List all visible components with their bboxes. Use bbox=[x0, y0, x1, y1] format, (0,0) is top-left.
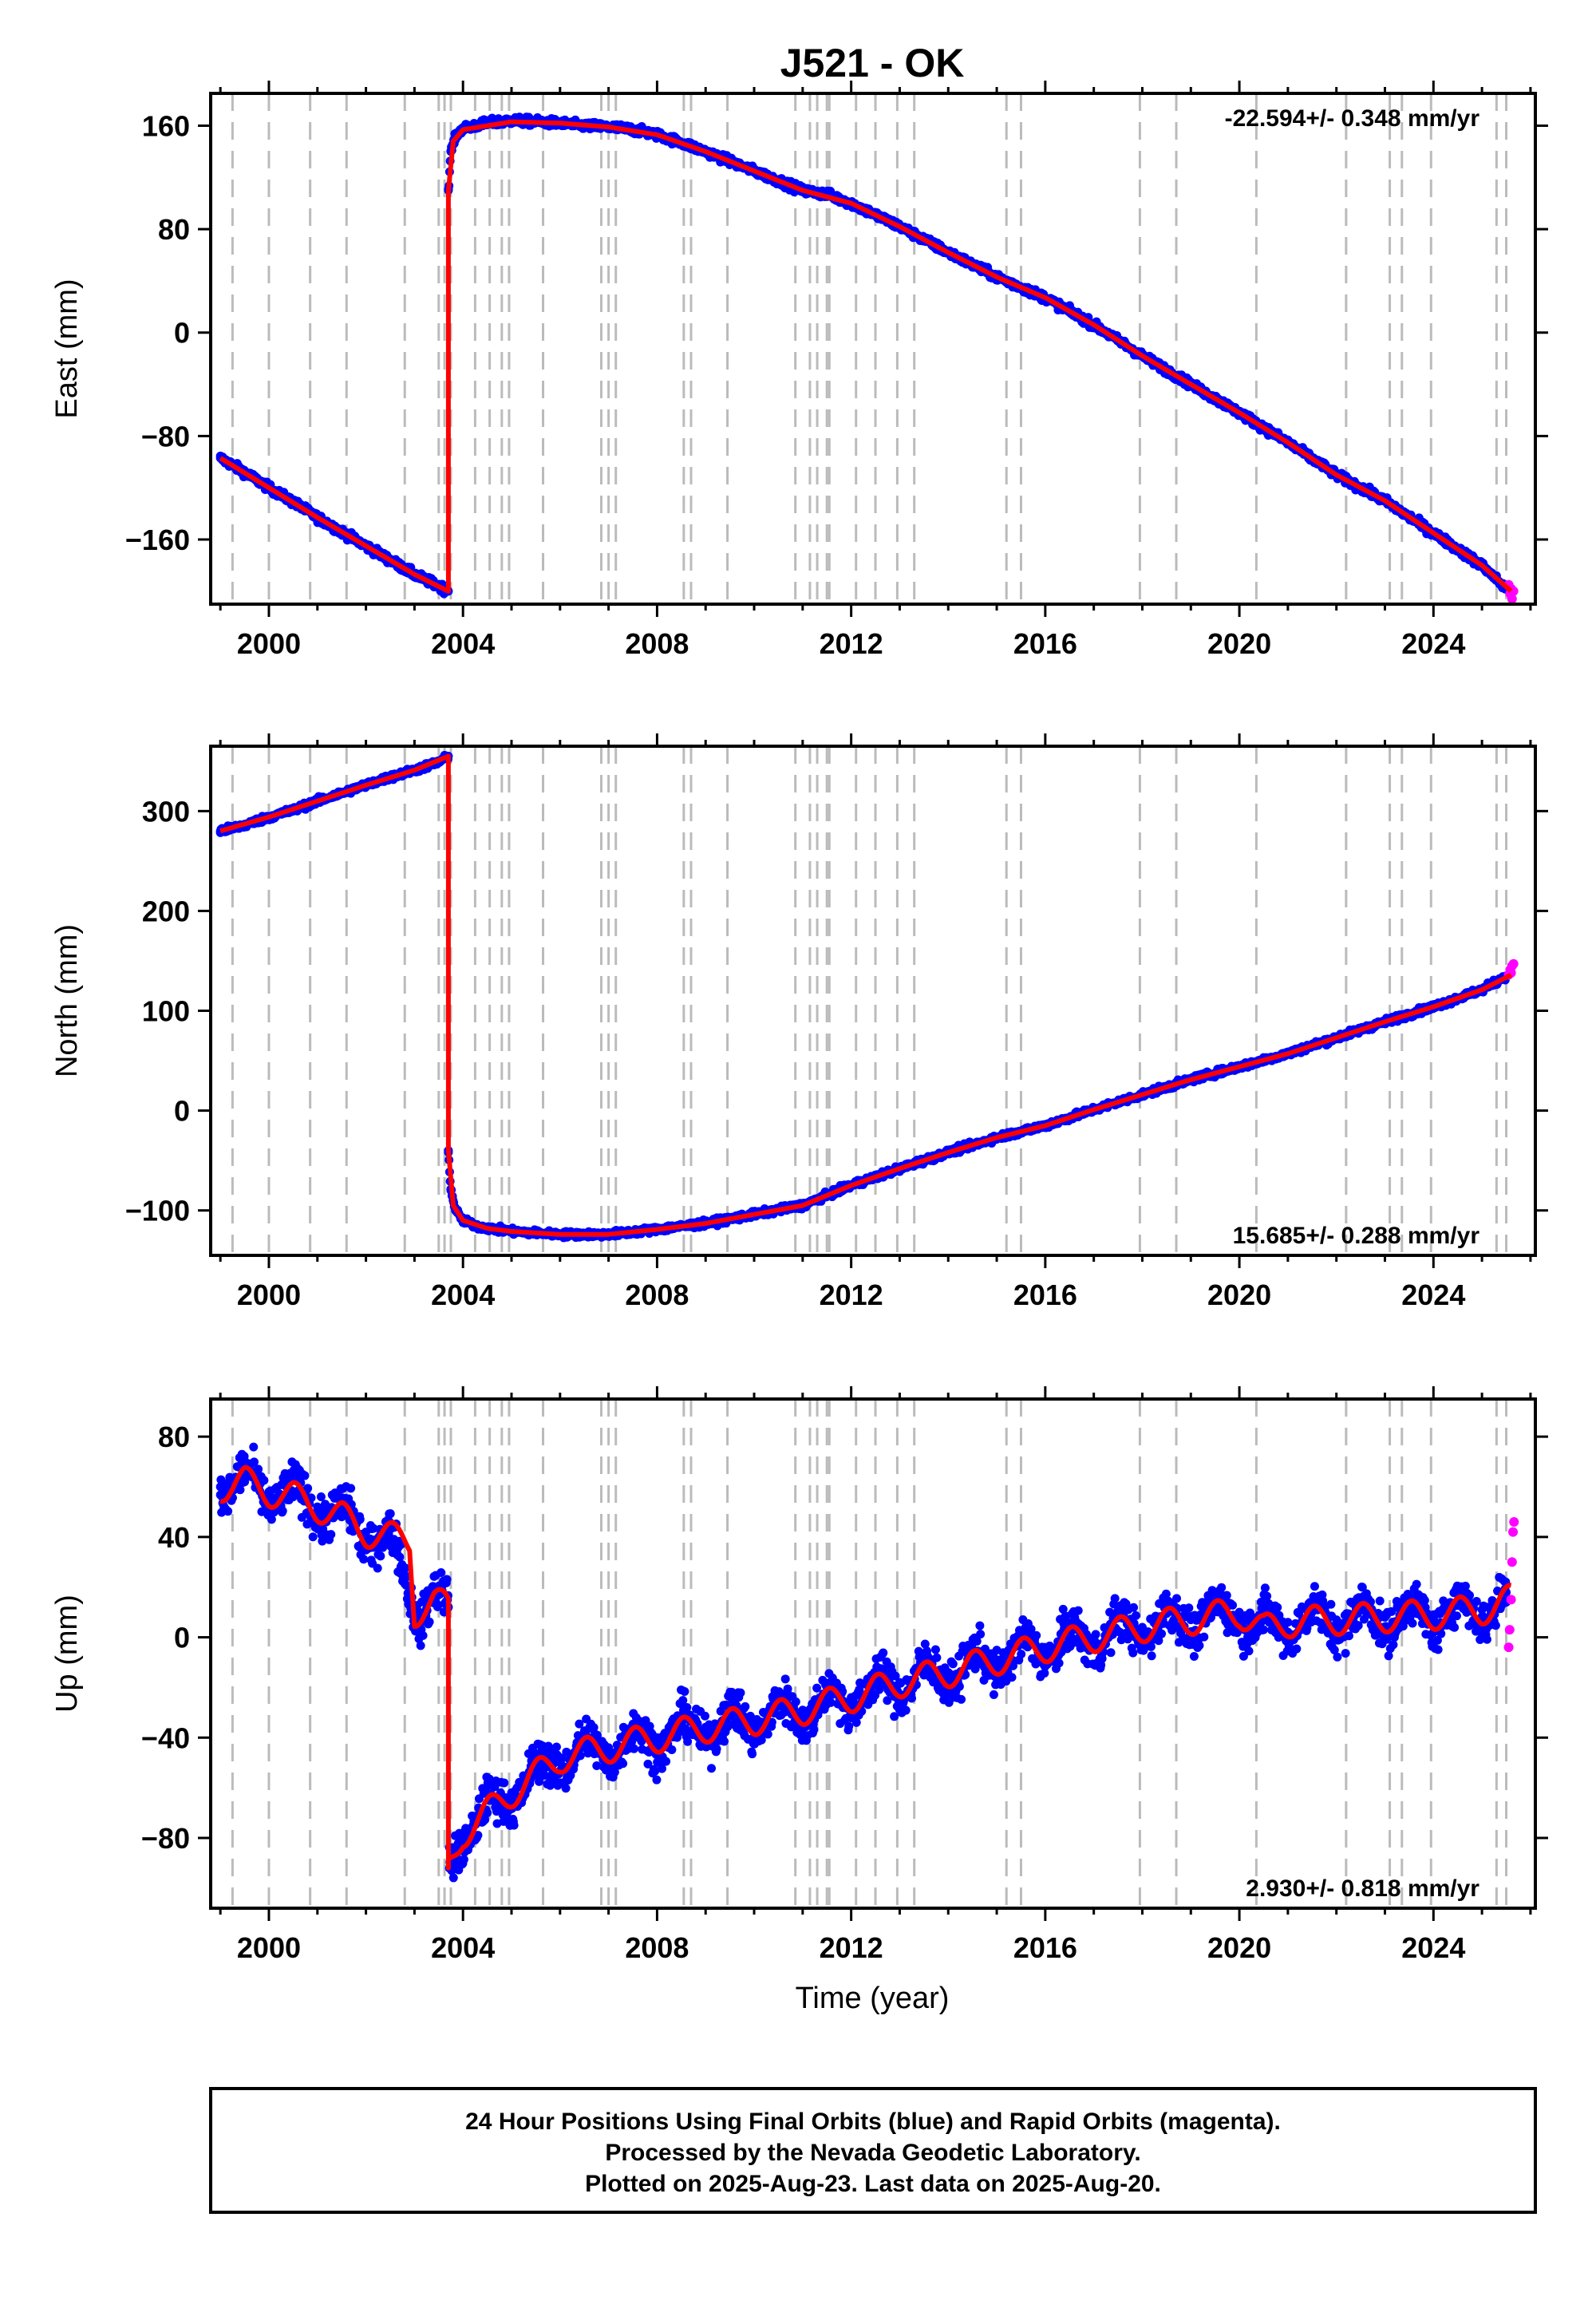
up-final-point bbox=[326, 1530, 336, 1539]
north-model-fit bbox=[219, 753, 1512, 1237]
north-xtick-label: 2008 bbox=[625, 1279, 689, 1311]
north-xtick-label: 2012 bbox=[820, 1279, 883, 1311]
up-final-point bbox=[355, 1515, 365, 1524]
north-ticks: 300 200 100 0 −100 2000 2004 2008 2012 2016 2020 20… bbox=[125, 733, 1548, 1311]
up-final-point bbox=[249, 1457, 259, 1467]
east-rate-label: -22.594+/- 0.348 mm/yr bbox=[1225, 105, 1480, 132]
east-ytick-label: 80 bbox=[158, 213, 190, 246]
up-final-point bbox=[303, 1484, 313, 1493]
east-xtick-label: 2004 bbox=[431, 627, 495, 660]
north-xtick-label: 2024 bbox=[1401, 1279, 1465, 1311]
up-final-point bbox=[254, 1464, 263, 1474]
up-final-point bbox=[216, 1475, 226, 1484]
east-model-line bbox=[219, 119, 1513, 594]
east-ylabel: East (mm) bbox=[50, 279, 84, 418]
up-final-point bbox=[223, 1507, 233, 1516]
up-final-point bbox=[249, 1442, 259, 1452]
up-final-point bbox=[385, 1509, 395, 1519]
up-final-point bbox=[316, 1492, 326, 1502]
north-ylabel: North (mm) bbox=[50, 924, 84, 1077]
north-rapid-point bbox=[1508, 958, 1519, 969]
east-ticks: 160 80 0 −80 −160 2000 2004 2008 2012 2016 2020 202… bbox=[125, 81, 1548, 660]
north-model-line bbox=[219, 753, 1512, 1237]
east-xtick-label: 2020 bbox=[1207, 627, 1271, 660]
north-frame bbox=[209, 745, 1537, 1257]
east-xtick-label: 2016 bbox=[1013, 627, 1077, 660]
east-ytick-label: −80 bbox=[141, 420, 190, 453]
north-rate-label: 15.685+/- 0.288 mm/yr bbox=[1233, 1223, 1480, 1249]
east-rapid-point bbox=[1507, 594, 1517, 604]
east-model-fit bbox=[219, 119, 1513, 594]
east-ytick-label: −160 bbox=[125, 524, 190, 556]
east-xtick-label: 2024 bbox=[1401, 627, 1465, 660]
east-ytick-label: 0 bbox=[174, 317, 190, 350]
east-frame bbox=[209, 92, 1537, 606]
north-ytick-label: 100 bbox=[142, 995, 190, 1028]
up-final-point bbox=[278, 1506, 287, 1516]
up-final-point bbox=[401, 1563, 410, 1573]
figure-title: J521 - OK bbox=[780, 41, 965, 85]
north-ytick-label: 300 bbox=[142, 795, 190, 828]
north-ytick-label: 0 bbox=[174, 1095, 190, 1128]
north-xtick-label: 2004 bbox=[431, 1279, 495, 1311]
up-final-point bbox=[259, 1476, 269, 1485]
up-final-point bbox=[300, 1471, 310, 1480]
up-final-point bbox=[267, 1515, 276, 1524]
north-panel: 300 200 100 0 −100 2000 2004 2008 2012 2016 2020 20… bbox=[50, 733, 1548, 1311]
up-final-point bbox=[346, 1484, 356, 1493]
north-ytick-label: 200 bbox=[142, 895, 190, 927]
east-xtick-label: 2000 bbox=[237, 627, 301, 660]
east-xtick-label: 2012 bbox=[820, 627, 883, 660]
east-xtick-label: 2008 bbox=[625, 627, 689, 660]
up-final-point bbox=[369, 1524, 378, 1533]
north-xtick-label: 2020 bbox=[1207, 1279, 1271, 1311]
east-panel: 160 80 0 −80 −160 2000 2004 2008 2012 2016 2020 202… bbox=[50, 81, 1548, 660]
east-ytick-label: 160 bbox=[142, 110, 190, 143]
up-final-point bbox=[376, 1551, 385, 1561]
up-final-point bbox=[395, 1552, 405, 1562]
up-final-point bbox=[359, 1555, 369, 1564]
up-final-point bbox=[318, 1524, 328, 1534]
north-xtick-label: 2000 bbox=[237, 1279, 301, 1311]
up-final-point bbox=[373, 1563, 382, 1573]
north-ytick-label: −100 bbox=[125, 1195, 190, 1227]
north-xtick-label: 2016 bbox=[1013, 1279, 1077, 1311]
up-final-point bbox=[235, 1485, 245, 1495]
up-final-point bbox=[308, 1532, 318, 1542]
